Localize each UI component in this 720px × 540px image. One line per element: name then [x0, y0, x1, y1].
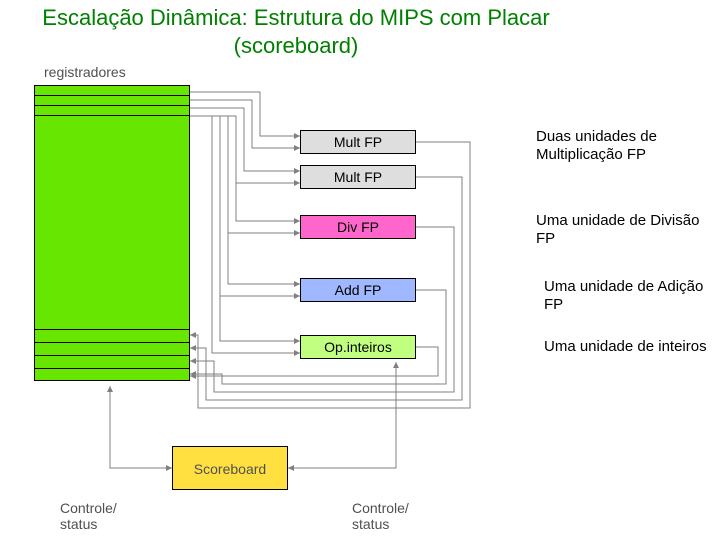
- control-status-left: Controle/ status: [60, 500, 150, 532]
- reg-slice: [34, 329, 190, 330]
- reg-slice: [34, 342, 190, 343]
- fu-mult1: Mult FP: [300, 130, 416, 154]
- fu-mult2: Mult FP: [300, 165, 416, 189]
- fu-int: Op.inteiros: [300, 335, 416, 359]
- scoreboard-box: Scoreboard: [172, 446, 288, 490]
- fu-add: Add FP: [300, 278, 416, 302]
- registers-label: registradores: [44, 64, 126, 80]
- annot-int: Uma unidade de inteiros: [544, 338, 714, 356]
- annot-div: Uma unidade de Divisão FP: [536, 212, 706, 248]
- reg-slice: [34, 105, 190, 106]
- page-title: Escalação Dinâmica: Estrutura do MIPS co…: [16, 4, 576, 59]
- annot-add: Uma unidade de Adição FP: [544, 278, 714, 314]
- fu-div: Div FP: [300, 215, 416, 239]
- reg-slice: [34, 355, 190, 356]
- reg-slice: [34, 115, 190, 116]
- reg-slice: [34, 95, 190, 96]
- annot-mult: Duas unidades de Multiplicação FP: [536, 128, 706, 164]
- reg-slice: [34, 368, 190, 369]
- register-file: [34, 85, 190, 381]
- control-status-right: Controle/ status: [352, 500, 442, 532]
